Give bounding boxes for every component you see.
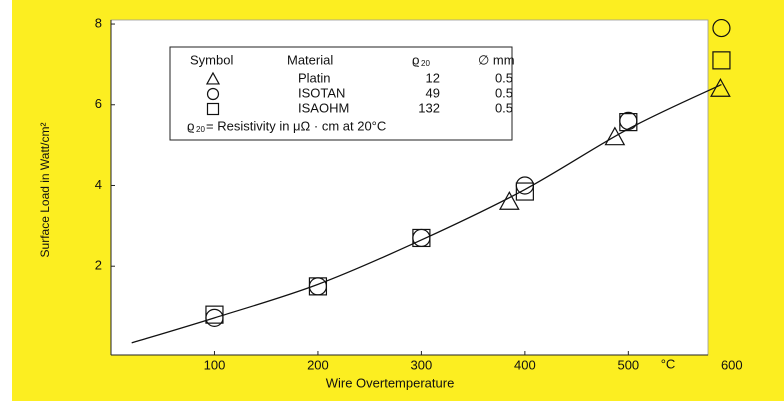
x-tick-label: 600 <box>721 357 743 372</box>
legend: Symbol Material ϱ 20 ∅ mm ϱ 20 = Resisti… <box>169 46 515 141</box>
marker-triangle <box>205 71 221 85</box>
y-tick-label: 4 <box>95 177 102 192</box>
x-unit: °C <box>661 356 676 371</box>
legend-resistivity: 132 <box>418 100 440 115</box>
legend-note: = Resistivity in μΩ · cm at 20°C <box>206 118 386 133</box>
legend-box <box>169 46 513 141</box>
legend-header: Material <box>287 52 333 67</box>
marker-square <box>308 277 328 296</box>
legend-header-sub: 20 <box>421 59 430 68</box>
marker-circle <box>206 87 220 101</box>
x-tick-label: 200 <box>307 357 329 372</box>
marker-triangle <box>604 126 626 146</box>
x-tick-label: 100 <box>204 357 226 372</box>
legend-material: ISAOHM <box>298 100 349 115</box>
x-tick-label: 300 <box>411 357 433 372</box>
x-tick-label: 400 <box>514 357 536 372</box>
marker-square <box>205 305 224 324</box>
legend-diameter: 0.5 <box>495 70 513 85</box>
legend-resistivity: 12 <box>426 70 440 85</box>
legend-header: ∅ mm <box>478 52 515 67</box>
marker-square <box>412 228 431 248</box>
y-tick-label: 2 <box>95 258 102 273</box>
x-tick-label: 500 <box>617 357 639 372</box>
x-axis-title: Wire Overtemperature <box>326 375 455 390</box>
marker-square <box>515 182 534 201</box>
legend-note-sub: 20 <box>196 125 205 134</box>
marker-triangle <box>498 191 520 210</box>
legend-diameter: 0.5 <box>495 85 513 100</box>
y-tick-label: 8 <box>95 15 102 30</box>
y-tick-label: 6 <box>95 96 102 111</box>
y-axis-title: Surface Load in Watt/cm² <box>38 123 52 258</box>
marker-square <box>619 113 638 132</box>
legend-resistivity: 49 <box>426 85 440 100</box>
legend-header: ϱ <box>412 52 419 67</box>
legend-header: Symbol <box>190 52 233 67</box>
legend-material: Platin <box>298 70 331 85</box>
marker-circle <box>712 18 731 38</box>
marker-triangle <box>710 78 731 97</box>
legend-note: ϱ <box>187 118 194 133</box>
marker-square <box>206 102 220 116</box>
legend-material: ISOTAN <box>298 85 345 100</box>
legend-diameter: 0.5 <box>495 100 513 115</box>
marker-square <box>712 51 731 70</box>
